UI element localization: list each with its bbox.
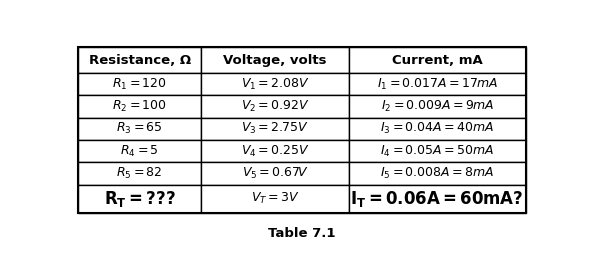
- Bar: [201, 185, 349, 213]
- Text: Current, mA: Current, mA: [392, 54, 482, 67]
- Bar: [349, 47, 525, 73]
- Bar: [201, 162, 349, 185]
- Text: $R_4 = 5$: $R_4 = 5$: [120, 144, 159, 159]
- Bar: [78, 73, 201, 95]
- Bar: [349, 140, 525, 162]
- Bar: [78, 140, 201, 162]
- Bar: [78, 95, 201, 118]
- Bar: [78, 185, 201, 213]
- Text: $R_3 = 65$: $R_3 = 65$: [116, 121, 163, 137]
- Text: $\mathbf{R_T = ???}$: $\mathbf{R_T = ???}$: [104, 189, 176, 209]
- Text: Resistance, Ω: Resistance, Ω: [88, 54, 191, 67]
- Text: $V_1 = 2.08V$: $V_1 = 2.08V$: [240, 77, 309, 92]
- Text: Table 7.1: Table 7.1: [268, 227, 336, 240]
- Bar: [201, 73, 349, 95]
- Bar: [349, 185, 525, 213]
- Bar: [349, 95, 525, 118]
- Bar: [349, 73, 525, 95]
- Bar: [201, 140, 349, 162]
- Text: $V_3 = 2.75V$: $V_3 = 2.75V$: [241, 121, 309, 137]
- Bar: [349, 118, 525, 140]
- Text: $R_2 = 100$: $R_2 = 100$: [112, 99, 167, 114]
- Text: $I_1 = 0.017A = 17mA$: $I_1 = 0.017A = 17mA$: [376, 77, 498, 92]
- Bar: [201, 47, 349, 73]
- Bar: [349, 162, 525, 185]
- Text: Voltage, volts: Voltage, volts: [223, 54, 327, 67]
- Bar: [201, 95, 349, 118]
- Text: $V_T = 3V$: $V_T = 3V$: [251, 191, 299, 206]
- Text: $\mathbf{I_T = 0.06A =60mA?}$: $\mathbf{I_T = 0.06A =60mA?}$: [350, 189, 524, 209]
- Text: $I_5 = 0.008A= 8mA$: $I_5 = 0.008A= 8mA$: [380, 166, 494, 181]
- Bar: [78, 162, 201, 185]
- Text: $R_5 = 82$: $R_5 = 82$: [117, 166, 163, 181]
- Bar: [78, 118, 201, 140]
- Bar: [78, 47, 525, 213]
- Text: $I_2 = 0.009A= 9mA$: $I_2 = 0.009A= 9mA$: [380, 99, 494, 114]
- Bar: [201, 118, 349, 140]
- Text: $I_3 = 0.04A= 40mA$: $I_3 = 0.04A= 40mA$: [380, 121, 494, 137]
- Text: $R_1 = 120$: $R_1 = 120$: [112, 77, 167, 92]
- Text: $V_2 = 0.92V$: $V_2 = 0.92V$: [241, 99, 309, 114]
- Text: $I_4 = 0.05A= 50mA$: $I_4 = 0.05A= 50mA$: [380, 144, 494, 159]
- Text: $V_4 = 0.25V$: $V_4 = 0.25V$: [241, 144, 309, 159]
- Text: $V_5 = 0.67V$: $V_5 = 0.67V$: [241, 166, 309, 181]
- Bar: [78, 47, 201, 73]
